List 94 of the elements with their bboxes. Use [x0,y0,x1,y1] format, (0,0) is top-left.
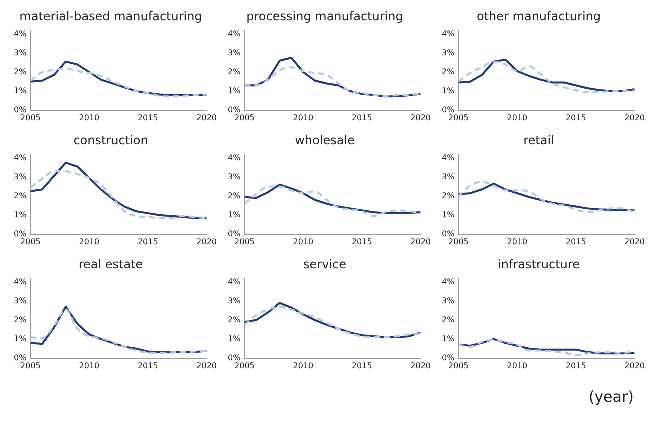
x-tick-label: 2010 [293,361,314,370]
chart-title: processing manufacturing [246,9,404,24]
y-tick-label: 4% [228,153,242,162]
chart-title: infrastructure [498,257,580,272]
y-tick-label: 2% [14,67,28,76]
x-tick-label: 2020 [410,237,431,246]
chart-title: service [304,257,346,272]
y-tick-label: 1% [228,86,242,96]
x-tick-label: 2020 [196,361,217,370]
y-tick-label: 2% [228,191,242,200]
x-tick-label: 2015 [566,361,586,370]
y-tick-label: 4% [14,29,28,38]
x-tick-label: 2020 [410,361,431,370]
y-tick-label: 4% [228,277,242,286]
y-tick-label: 4% [14,277,28,286]
y-tick-label: 0% [442,353,456,362]
y-tick-label: 3% [442,48,456,58]
y-tick-label: 2% [14,315,28,324]
y-tick-label: 1% [442,334,456,344]
y-tick-label: 1% [228,334,242,344]
x-tick-label: 2005 [20,237,41,246]
y-tick-label: 2% [14,191,28,200]
x-tick-label: 2005 [20,113,41,122]
x-tick-label: 2005 [234,361,255,370]
chart-title: construction [74,133,148,148]
x-tick-label: 2015 [352,113,372,122]
y-tick-label: 0% [14,353,28,362]
y-tick-label: 4% [442,277,456,286]
y-tick-label: 1% [14,210,28,220]
chart-title: other manufacturing [476,9,602,24]
y-tick-label: 0% [14,105,28,114]
x-axis-title: (year) [588,388,635,406]
y-tick-label: 1% [14,86,28,96]
x-tick-label: 2015 [352,237,372,246]
x-tick-label: 2020 [624,361,645,370]
y-tick-label: 3% [228,296,242,306]
y-tick-label: 3% [228,48,242,58]
x-tick-label: 2015 [566,113,586,122]
x-tick-label: 2010 [507,361,528,370]
y-tick-label: 4% [442,29,456,38]
y-tick-label: 3% [14,172,28,182]
y-tick-label: 0% [14,229,28,238]
chart-title: material-based manufacturing [20,9,202,24]
x-tick-label: 2010 [507,113,528,122]
y-tick-label: 2% [442,67,456,76]
x-tick-label: 2005 [448,361,469,370]
x-tick-label: 2010 [293,237,314,246]
x-tick-label: 2015 [138,361,158,370]
y-tick-label: 0% [442,229,456,238]
x-tick-label: 2020 [196,113,217,122]
chart-title: real estate [78,257,144,272]
x-tick-label: 2020 [196,237,217,246]
x-tick-label: 2005 [20,361,41,370]
x-tick-label: 2010 [293,113,314,122]
x-tick-label: 2010 [507,237,528,246]
line-series [30,67,207,98]
x-tick-label: 2005 [234,113,255,122]
y-tick-label: 0% [228,105,242,114]
y-tick-label: 1% [228,210,242,220]
x-tick-label: 2015 [566,237,586,246]
y-tick-label: 3% [14,48,28,58]
line-series [30,170,207,220]
chart-title: retail [524,133,554,148]
x-tick-label: 2020 [624,237,645,246]
y-tick-label: 4% [228,29,242,38]
y-tick-label: 4% [442,153,456,162]
x-tick-label: 2005 [234,237,255,246]
y-tick-label: 3% [442,296,456,306]
y-tick-label: 0% [228,353,242,362]
line-series [244,66,421,98]
y-tick-label: 1% [14,334,28,344]
x-tick-label: 2010 [79,237,100,246]
x-tick-label: 2005 [448,113,469,122]
x-tick-label: 2010 [79,113,100,122]
x-tick-label: 2015 [138,113,158,122]
y-tick-label: 3% [14,296,28,306]
y-tick-label: 1% [442,210,456,220]
x-tick-label: 2010 [79,361,100,370]
chart-title: wholesale [295,133,355,148]
y-tick-label: 0% [442,105,456,114]
y-tick-label: 0% [228,229,242,238]
x-tick-label: 2020 [624,113,645,122]
y-tick-label: 3% [228,172,242,182]
x-tick-label: 2005 [448,237,469,246]
y-tick-label: 3% [442,172,456,182]
y-tick-label: 2% [228,315,242,324]
y-tick-label: 2% [442,315,456,324]
x-tick-label: 2015 [138,237,158,246]
x-tick-label: 2020 [410,113,431,122]
y-tick-label: 2% [442,191,456,200]
y-tick-label: 2% [228,67,242,76]
x-tick-label: 2015 [352,361,372,370]
y-tick-label: 4% [14,153,28,162]
y-tick-label: 1% [442,86,456,96]
